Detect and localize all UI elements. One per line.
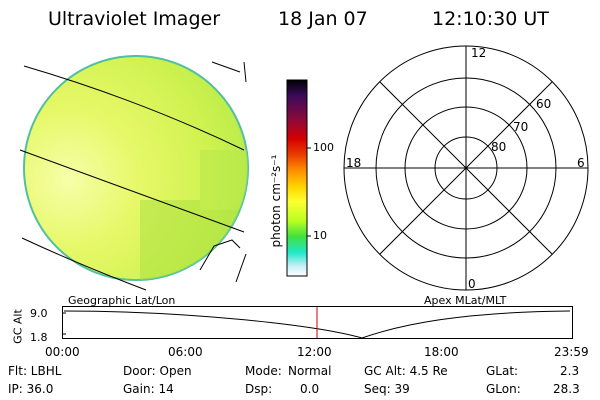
glat-value: 2.3 xyxy=(560,364,580,378)
time-tick-0600: 06:00 xyxy=(168,345,203,359)
polar-mlt-plot xyxy=(343,45,589,291)
gc-alt-label: GC Alt: 4.5 Re xyxy=(364,364,448,378)
time-tick-1800: 18:00 xyxy=(424,345,459,359)
gain-label: Gain: 14 xyxy=(123,382,174,396)
mlat-label-70: 70 xyxy=(513,120,529,134)
coastline xyxy=(199,61,247,283)
time-tick-2359: 23:59 xyxy=(554,345,589,359)
altitude-tick-1.8: 1.8 xyxy=(30,331,48,344)
colorbar-tick-10: 10 xyxy=(313,229,327,242)
instrument-title: Ultraviolet Imager xyxy=(48,8,221,30)
filter-label: Flt: LBHL xyxy=(8,364,62,378)
mlat-label-80: 80 xyxy=(491,140,507,154)
altitude-axis-title: GC Alt xyxy=(11,309,25,344)
glat-label: GLat: xyxy=(486,364,519,378)
apex-grid-label: Apex MLat/MLT xyxy=(424,294,507,307)
altitude-tick-9: 9.0 xyxy=(30,307,48,320)
seq-label: Seq: 39 xyxy=(364,382,410,396)
mlt-label-0: 0 xyxy=(468,277,476,291)
mlt-label-6: 6 xyxy=(577,156,585,170)
dsp-label: Dsp: xyxy=(245,382,273,396)
mode-value: Normal xyxy=(288,364,332,378)
earth-image xyxy=(19,55,249,291)
colorbar-ramp xyxy=(286,79,308,277)
lat-lon-grid xyxy=(19,65,245,291)
dsp-value: 0.0 xyxy=(300,382,320,396)
door-label: Door: Open xyxy=(123,364,192,378)
mlt-label-18: 18 xyxy=(346,156,362,170)
colorbar-tick-100: 100 xyxy=(313,141,334,154)
mlt-label-12: 12 xyxy=(471,46,487,60)
altitude-plot xyxy=(62,306,573,339)
ip-label: IP: 36.0 xyxy=(8,382,54,396)
image-time: 12:10:30 UT xyxy=(432,8,549,30)
time-tick-0000: 00:00 xyxy=(45,345,80,359)
time-tick-1200: 12:00 xyxy=(297,345,332,359)
geographic-grid-label: Geographic Lat/Lon xyxy=(68,294,176,307)
colorbar xyxy=(286,79,311,277)
mlat-label-60: 60 xyxy=(536,97,552,111)
mode-label: Mode: xyxy=(245,364,282,378)
altitude-curve xyxy=(63,310,571,339)
colorbar-unit-label: photon cm⁻²s⁻¹ xyxy=(269,154,283,248)
glon-label: GLon: xyxy=(486,382,521,396)
glon-value: 28.3 xyxy=(553,382,580,396)
image-date: 18 Jan 07 xyxy=(278,8,368,30)
